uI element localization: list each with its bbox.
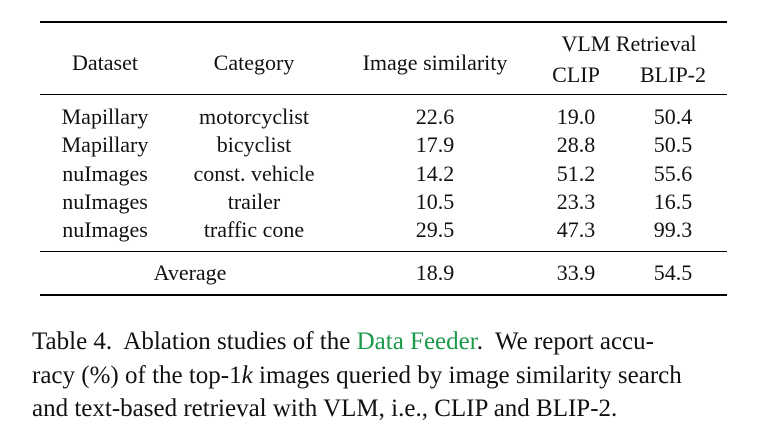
mid-rule bbox=[40, 94, 727, 95]
table-cell: 19.0 bbox=[556, 104, 596, 129]
table-cell: 17.9 bbox=[415, 132, 455, 158]
table-cell: 28.8 bbox=[556, 132, 596, 158]
table-cell: nuImages bbox=[62, 217, 148, 243]
table-cell: 16.5 bbox=[653, 188, 693, 214]
caption-line: and text-based retrieval with VLM, i.e.,… bbox=[32, 395, 618, 422]
table-cell: motorcyclist bbox=[199, 104, 309, 129]
caption-line: racy (%) of the top-1k images queried by… bbox=[32, 361, 738, 391]
table-cell: traffic cone bbox=[203, 217, 305, 243]
caption-line: Table 4. Ablation studies of the Data Fe… bbox=[32, 327, 738, 357]
header-cell: Category bbox=[213, 50, 295, 75]
mid-rule bbox=[40, 251, 727, 252]
caption-link[interactable]: Data Feeder bbox=[356, 328, 477, 355]
table-cell: 55.6 bbox=[653, 160, 693, 186]
caption-text: racy (%) of the top-1 bbox=[32, 362, 242, 389]
header-cell: Dataset bbox=[72, 50, 138, 75]
caption-text: . We report accu- bbox=[476, 328, 654, 355]
header-cell: Image similarity bbox=[362, 50, 508, 75]
header-group: VLM Retrieval bbox=[561, 31, 697, 56]
top-rule bbox=[40, 21, 727, 23]
table-cell: 29.5 bbox=[415, 217, 455, 243]
header-cell: BLIP-2 bbox=[640, 62, 706, 87]
table-cell: nuImages bbox=[62, 188, 148, 214]
average-cell: Average bbox=[153, 260, 227, 285]
table-cell: 50.4 bbox=[653, 104, 693, 129]
table-cell: 51.2 bbox=[556, 160, 596, 186]
caption-text: images queried by image similarity searc… bbox=[252, 362, 682, 389]
average-cell: 18.9 bbox=[415, 260, 455, 285]
table-cell: 22.6 bbox=[415, 104, 455, 129]
table-cell: bicyclist bbox=[216, 132, 292, 158]
table-cell: Mapillary bbox=[61, 104, 149, 129]
average-cell: 33.9 bbox=[556, 260, 596, 285]
table-cell: 10.5 bbox=[415, 188, 455, 214]
header-cell: CLIP bbox=[552, 62, 600, 87]
bottom-rule bbox=[40, 294, 727, 296]
table-cell: Mapillary bbox=[61, 132, 149, 158]
table-cell: 50.5 bbox=[653, 132, 693, 158]
average-cell: 54.5 bbox=[653, 260, 693, 285]
table-cell: nuImages bbox=[62, 160, 148, 186]
caption-text: Table 4. Ablation studies of the bbox=[32, 328, 357, 355]
table-cell: trailer bbox=[227, 188, 281, 214]
table-cell: 23.3 bbox=[556, 188, 596, 214]
table-cell: 47.3 bbox=[556, 217, 596, 243]
table-cell: const. vehicle bbox=[193, 160, 315, 186]
caption-math: k bbox=[241, 362, 253, 389]
table-cell: 14.2 bbox=[415, 160, 455, 186]
table-cell: 99.3 bbox=[653, 217, 693, 243]
